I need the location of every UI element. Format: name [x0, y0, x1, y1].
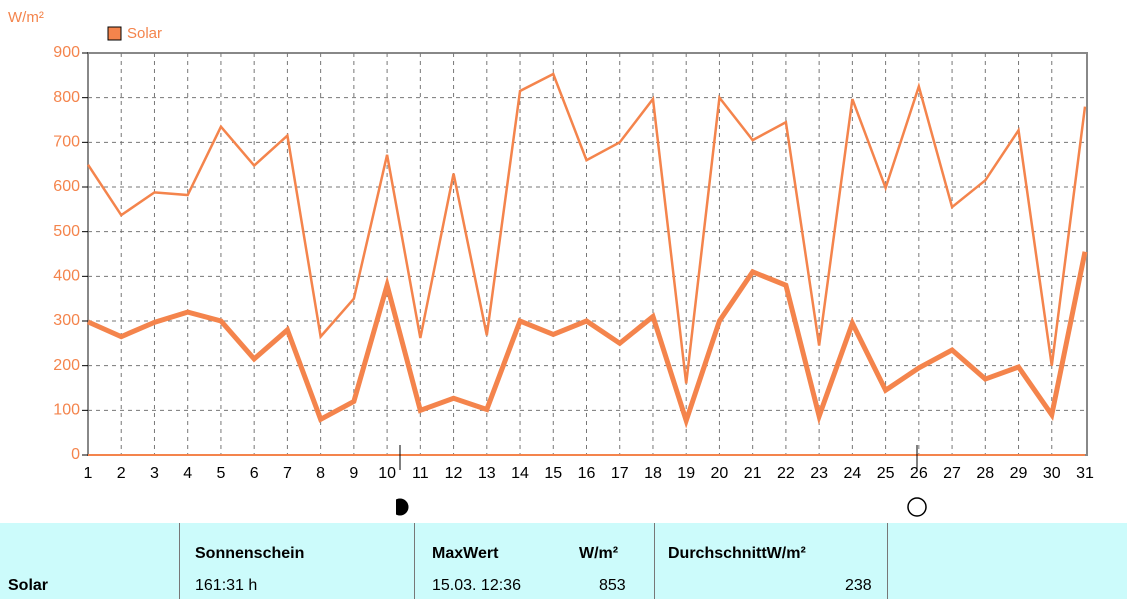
- x-tick-label: 27: [943, 465, 961, 482]
- x-tick-label: 3: [150, 465, 159, 482]
- y-tick-label: 800: [53, 89, 80, 106]
- plot-frame: [87, 52, 1088, 456]
- legend-swatch: [107, 26, 122, 41]
- x-tick-label: 19: [677, 465, 695, 482]
- y-tick-label: 300: [53, 312, 80, 329]
- header: Sonnenschein: [195, 545, 305, 562]
- table-col: Sonnenschein 161:31 h: [180, 523, 415, 599]
- y-tick-label: 600: [53, 178, 80, 195]
- moon-shade: [388, 499, 396, 515]
- header: MaxWert: [432, 545, 499, 562]
- x-tick-label: 28: [976, 465, 994, 482]
- y-tick-label: 700: [53, 134, 80, 151]
- x-tick-label: 4: [183, 465, 192, 482]
- x-tick-label: 15: [544, 465, 562, 482]
- x-tick-label: 20: [711, 465, 729, 482]
- x-tick-label: 6: [250, 465, 259, 482]
- x-tick-label: 7: [283, 465, 292, 482]
- header-unit: W/m²: [579, 545, 619, 562]
- x-tick-label: 30: [1043, 465, 1061, 482]
- cell: 161:31 h: [195, 577, 258, 594]
- y-tick-label: 900: [53, 44, 80, 61]
- chart: W/m² Solar 0 100 200 300 400 500 600 700 800 900 1…: [8, 9, 1094, 517]
- x-tick-label: 31: [1076, 465, 1094, 482]
- x-tick-label: 29: [1010, 465, 1028, 482]
- table-col: MaxWert W/m² 15.03. 12:36 853: [415, 523, 655, 599]
- y-tick-label: 500: [53, 223, 80, 240]
- moon-new: [907, 497, 927, 517]
- moon-markers: [388, 445, 927, 517]
- summary-table: Solar Sonnenschein 161:31 h MaxWert W/m²…: [0, 523, 1127, 599]
- cell: 15.03. 12:36: [432, 577, 521, 594]
- cell: 853: [599, 577, 626, 594]
- x-tick-label: 23: [810, 465, 828, 482]
- row-label: Solar: [8, 577, 49, 594]
- x-tick-label: 25: [877, 465, 895, 482]
- x-tick-label: 12: [445, 465, 463, 482]
- y-axis-label: W/m²: [8, 9, 44, 26]
- x-tick-label: 24: [843, 465, 861, 482]
- x-tick-label: 14: [511, 465, 529, 482]
- header: DurchschnittW/m²: [668, 545, 806, 562]
- cell: 238: [845, 577, 872, 594]
- legend-label: Solar: [127, 25, 162, 42]
- x-tick-label: 26: [910, 465, 928, 482]
- x-tick-label: 11: [412, 465, 429, 482]
- x-tick-label: 5: [216, 465, 225, 482]
- y-tick-label: 100: [53, 402, 80, 419]
- table-col: Solar: [0, 523, 180, 599]
- x-tick-label: 17: [611, 465, 629, 482]
- x-tick-label: 2: [117, 465, 126, 482]
- table-col: [888, 523, 1127, 599]
- x-tick-label: 1: [84, 465, 93, 482]
- x-tick-label: 18: [644, 465, 662, 482]
- x-tick-label: 10: [378, 465, 396, 482]
- y-tick-label: 400: [53, 268, 80, 285]
- x-tick-label: 13: [478, 465, 496, 482]
- y-tick-label: 200: [53, 357, 80, 374]
- x-tick-label: 16: [578, 465, 596, 482]
- y-tick-label: 0: [71, 446, 80, 463]
- x-tick-label: 22: [777, 465, 795, 482]
- table-col: DurchschnittW/m² 238: [655, 523, 888, 599]
- series-line: [86, 72, 1087, 384]
- x-tick-label: 21: [744, 465, 762, 482]
- x-tick-label: 9: [349, 465, 358, 482]
- series-line: [86, 251, 1088, 429]
- x-tick-label: 8: [316, 465, 325, 482]
